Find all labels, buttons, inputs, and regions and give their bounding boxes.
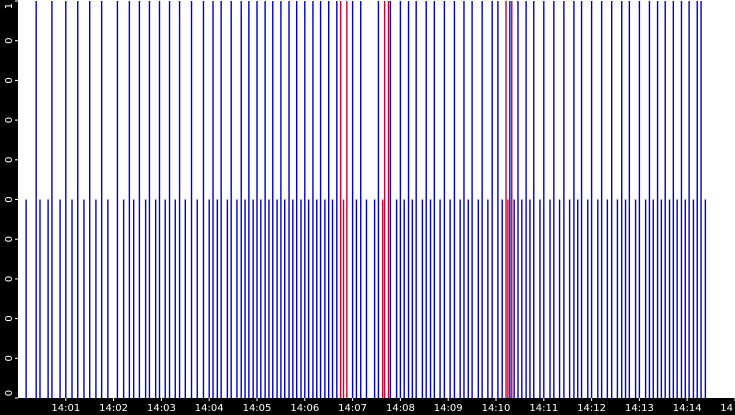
x-tick-label: 14:10 (482, 403, 511, 414)
y-tick-label: 0 (4, 77, 15, 83)
y-tick-label: 0 (4, 276, 15, 282)
x-axis-band (0, 398, 735, 415)
x-tick-label: 14:01 (51, 403, 80, 414)
y-tick-label: 0 (4, 355, 15, 361)
x-tick-label: 14:02 (99, 403, 128, 414)
y-tick-label: 0 (4, 157, 15, 163)
y-tick-label: 0 (4, 315, 15, 321)
x-tick-label: 14:05 (243, 403, 272, 414)
y-tick-label: 1 (4, 3, 15, 9)
y-tick-label: 0 (4, 117, 15, 123)
x-tick-label: 14:09 (434, 403, 463, 414)
x-tick-label: 14 (720, 403, 733, 414)
x-tick-label: 14:08 (386, 403, 415, 414)
x-tick-label: 14:06 (290, 403, 319, 414)
y-tick-label: 0 (4, 38, 15, 44)
y-axis-band (0, 0, 18, 415)
y-tick-label: 0 (4, 390, 15, 396)
x-tick-label: 14:12 (577, 403, 606, 414)
x-tick-label: 14:03 (147, 403, 176, 414)
y-tick-label: 0 (4, 236, 15, 242)
x-tick-label: 14:04 (195, 403, 224, 414)
x-tick-label: 14:07 (338, 403, 367, 414)
x-tick-label: 14:11 (529, 403, 558, 414)
y-tick-label: 0 (4, 196, 15, 202)
x-tick-label: 14:14 (673, 403, 702, 414)
x-tick-label: 14:13 (625, 403, 654, 414)
